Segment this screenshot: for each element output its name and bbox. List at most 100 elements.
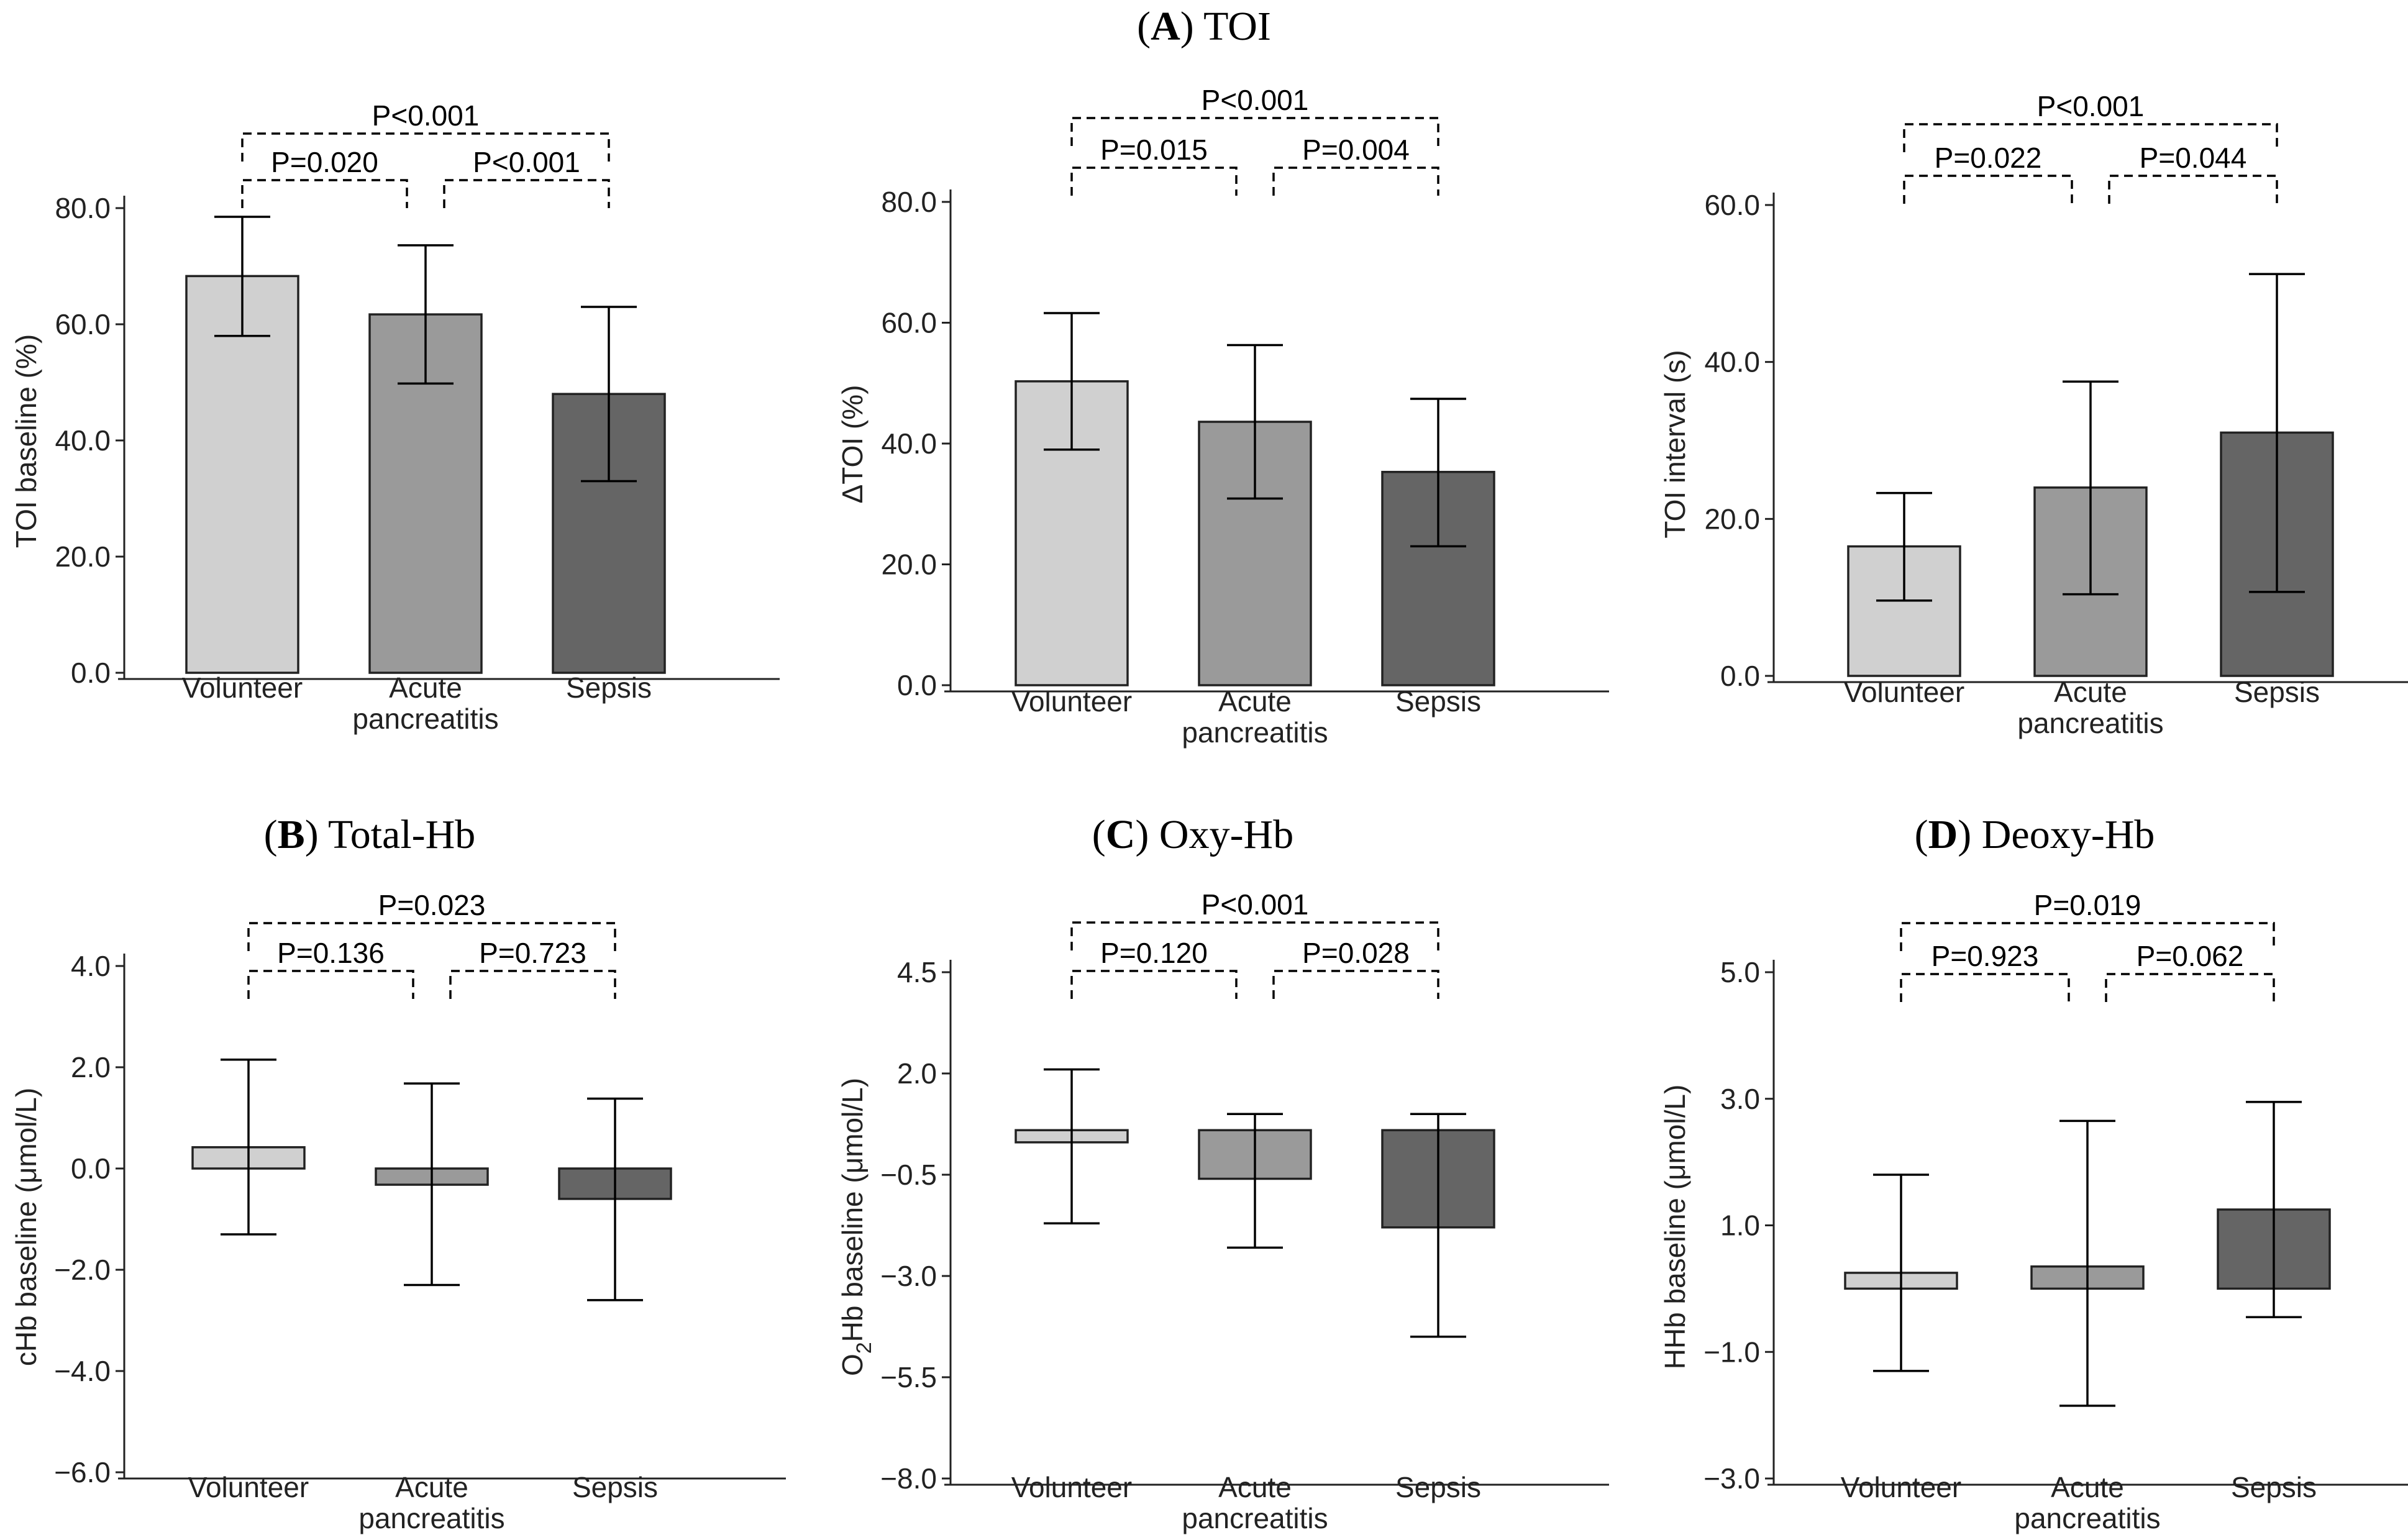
y-axis-label: O2Hb baseline (μmol/L) [836, 1078, 876, 1376]
y-tick-label: −1.0 [1703, 1336, 1760, 1368]
bracket-left-label: P=0.120 [1100, 937, 1208, 969]
y-tick-label: 0.0 [897, 669, 937, 701]
x-tick-label-line2: pancreatitis [1182, 1502, 1328, 1534]
bracket-overall-label: P<0.001 [2037, 90, 2145, 122]
x-tick-label: Sepsis [2234, 676, 2320, 708]
y-tick-label: 60.0 [55, 308, 111, 340]
y-tick-label: −0.5 [880, 1159, 937, 1191]
bracket-right-label: P=0.004 [1302, 134, 1410, 166]
x-tick-label: Acute [1218, 1471, 1292, 1503]
bracket-overall-label: P<0.001 [1202, 888, 1309, 921]
y-tick-label: 80.0 [881, 186, 937, 218]
y-tick-label: −4.0 [54, 1355, 111, 1387]
x-tick-label: Volunteer [182, 672, 303, 704]
y-tick-label: −2.0 [54, 1254, 111, 1286]
bracket-left [1900, 973, 2070, 1002]
y-tick-label: −3.0 [1703, 1462, 1760, 1495]
x-tick-label: Volunteer [1011, 1471, 1132, 1503]
y-axis-label: ΔTOI (%) [836, 385, 869, 504]
x-tick-label: Volunteer [188, 1471, 309, 1503]
bracket-overall [247, 922, 616, 951]
bracket-left-label: P=0.015 [1100, 134, 1208, 166]
x-tick-label: Volunteer [1841, 1471, 1961, 1503]
y-tick-label: 40.0 [881, 427, 937, 460]
bracket-right-label: P=0.028 [1302, 937, 1410, 969]
panel-toi-baseline: TOI baseline (%) 0.0 20.0 40.0 60.0 80.0 Volu… [10, 99, 780, 735]
y-tick-label: 2.0 [71, 1051, 111, 1083]
bracket-right-label: P<0.001 [473, 146, 580, 178]
bar-volunteer [185, 275, 299, 674]
y-tick-label: 0.0 [71, 657, 111, 689]
bracket-right [1272, 970, 1439, 999]
y-tick-label: 60.0 [881, 307, 937, 339]
x-tick-label: Acute [2054, 676, 2127, 708]
y-tick-label: 20.0 [55, 540, 111, 573]
bracket-overall [1070, 921, 1439, 950]
bracket-right [443, 179, 610, 208]
x-tick-label: Volunteer [1011, 685, 1132, 718]
panel-chb-baseline: cHb baseline (μmol/L) −6.0 −4.0 −2.0 0.0 2.0… [10, 889, 786, 1534]
bracket-left-label: P=0.022 [1935, 142, 2042, 174]
x-tick-label: Sepsis [572, 1471, 658, 1503]
x-tick-label-line2: pancreatitis [2017, 707, 2163, 739]
bracket-overall-label: P<0.001 [1202, 84, 1309, 116]
panel-delta-toi: ΔTOI (%) 0.0 20.0 40.0 60.0 80.0 Volunteer Acu… [836, 84, 1609, 749]
y-tick-label: 40.0 [1704, 346, 1760, 378]
bracket-left [1070, 166, 1238, 196]
y-axis-label: TOI interval (s) [1659, 350, 1691, 538]
y-tick-label: −5.5 [880, 1361, 937, 1393]
x-tick-label: Volunteer [1844, 676, 1964, 708]
y-tick-label: 2.0 [897, 1057, 937, 1090]
bracket-overall [241, 132, 610, 162]
bracket-right [2105, 973, 2275, 1002]
x-tick-label: Sepsis [2231, 1471, 2317, 1503]
bracket-left-label: P=0.136 [277, 937, 385, 969]
y-tick-label: 0.0 [1720, 660, 1760, 692]
y-tick-label: −3.0 [880, 1260, 937, 1292]
y-tick-label: 0.0 [71, 1152, 111, 1185]
section-title-c: (C) Oxy-Hb [1092, 812, 1293, 857]
x-tick-label-line2: pancreatitis [358, 1502, 504, 1534]
y-tick-label: 1.0 [1720, 1210, 1760, 1242]
bracket-left-label: P=0.020 [271, 146, 378, 178]
x-tick-label: Acute [2051, 1471, 2124, 1503]
y-tick-label: 20.0 [881, 549, 937, 581]
panel-hhb-baseline: HHb baseline (μmol/L) −3.0 −1.0 1.0 3.0 5.0 V… [1659, 889, 2408, 1534]
x-tick-label-line2: pancreatitis [2014, 1502, 2160, 1534]
y-tick-label: −6.0 [54, 1456, 111, 1488]
y-axis-label: cHb baseline (μmol/L) [10, 1088, 42, 1366]
bracket-overall-label: P=0.023 [378, 889, 486, 921]
x-tick-label: Acute [1218, 685, 1292, 718]
panel-o2hb-baseline: O2Hb baseline (μmol/L) −8.0 −5.5 −3.0 −0.5 2… [836, 888, 1609, 1534]
x-tick-label-line2: pancreatitis [352, 703, 498, 735]
bracket-left [1903, 175, 2073, 204]
x-tick-label: Sepsis [1395, 685, 1481, 718]
bracket-right-label: P=0.723 [479, 937, 586, 969]
y-tick-label: 60.0 [1704, 189, 1760, 221]
bracket-right [2108, 175, 2278, 204]
bracket-right [449, 970, 616, 999]
x-tick-label: Sepsis [566, 672, 652, 704]
y-tick-label: −8.0 [880, 1462, 937, 1495]
y-axis-label: TOI baseline (%) [10, 334, 42, 548]
y-tick-label: 5.0 [1720, 956, 1760, 988]
y-axis-label: HHb baseline (μmol/L) [1659, 1085, 1691, 1370]
bracket-overall [1900, 922, 2275, 951]
x-tick-label: Acute [395, 1471, 468, 1503]
y-tick-label: 4.0 [71, 950, 111, 982]
bracket-right-label: P=0.062 [2137, 940, 2244, 972]
bracket-right [1272, 166, 1439, 196]
bracket-overall-label: P=0.019 [2034, 889, 2141, 921]
x-tick-label: Acute [389, 672, 462, 704]
x-tick-label-line2: pancreatitis [1182, 716, 1328, 749]
y-tick-label: 4.5 [897, 956, 937, 988]
bracket-right-label: P=0.044 [2140, 142, 2247, 174]
section-title-a: (A) TOI [1137, 4, 1271, 49]
section-title-d: (D) Deoxy-Hb [1915, 812, 2155, 857]
bracket-overall [1070, 117, 1439, 146]
bracket-left-label: P=0.923 [1931, 940, 2039, 972]
bracket-left [241, 179, 408, 208]
y-tick-label: 80.0 [55, 192, 111, 224]
section-title-b: (B) Total-Hb [264, 812, 476, 857]
x-tick-label: Sepsis [1395, 1471, 1481, 1503]
